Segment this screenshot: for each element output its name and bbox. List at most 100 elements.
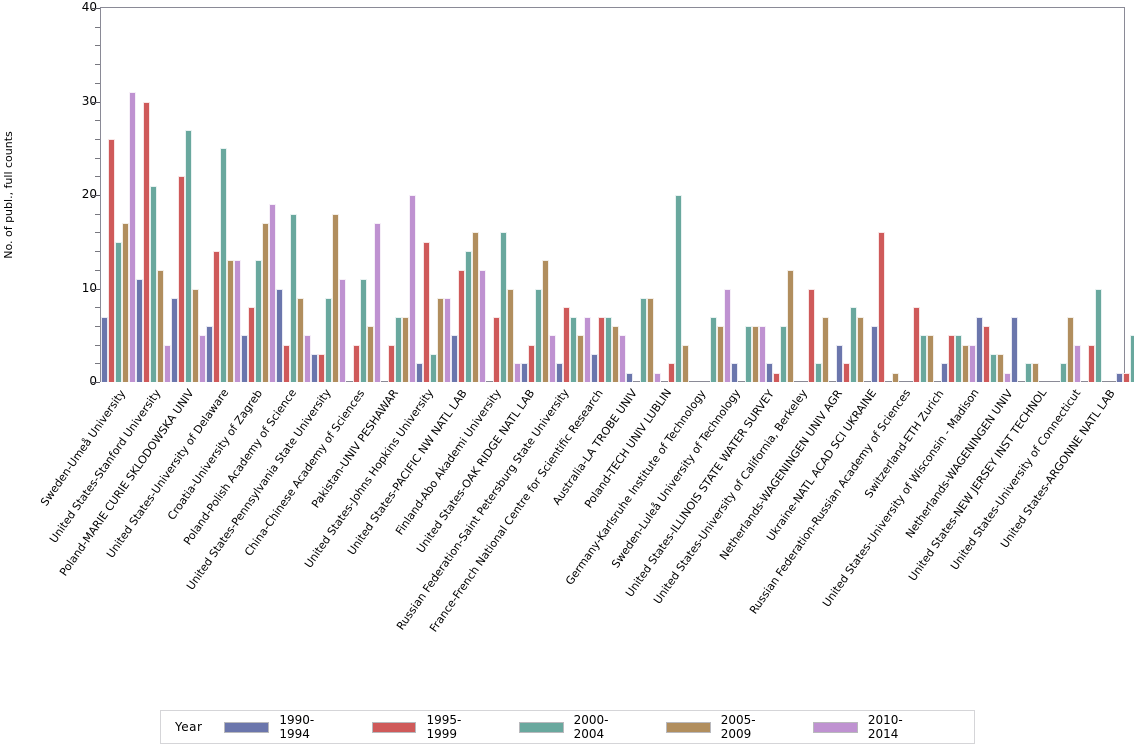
bar <box>234 260 241 382</box>
bar <box>731 363 738 382</box>
legend-item[interactable]: 2010-2014 <box>812 713 924 741</box>
bar <box>206 325 213 382</box>
bar <box>724 288 731 382</box>
bar-group <box>906 8 941 382</box>
bar <box>409 195 416 382</box>
bar <box>969 344 976 382</box>
bar <box>451 335 458 382</box>
y-tick-minor-mark <box>95 307 100 309</box>
y-tick-label: 40 <box>81 0 97 14</box>
bar <box>248 307 255 382</box>
bar <box>584 316 591 382</box>
legend-item[interactable]: 2000-2004 <box>518 713 630 741</box>
bar <box>290 213 297 382</box>
bar <box>1060 363 1067 382</box>
bar <box>822 316 829 382</box>
legend-swatch <box>665 721 711 733</box>
y-tick-minor-mark <box>95 64 100 66</box>
bar <box>871 325 878 382</box>
legend: Year 1990-1994 1995-1999 2000-2004 2005-200… <box>160 710 975 744</box>
legend-item[interactable]: 1995-1999 <box>371 713 483 741</box>
bar-group <box>381 8 416 382</box>
bar <box>1025 363 1032 382</box>
bar <box>836 344 843 382</box>
bar <box>682 344 689 382</box>
bar-group <box>591 8 626 382</box>
bar <box>255 260 262 382</box>
bar <box>332 213 339 382</box>
bar-group <box>731 8 766 382</box>
bar <box>143 101 150 382</box>
bar <box>1011 316 1018 382</box>
bar <box>857 316 864 382</box>
bar <box>185 129 192 382</box>
bar-group <box>1081 8 1116 382</box>
bar <box>927 335 934 382</box>
legend-label: 1990-1994 <box>279 713 315 741</box>
bar <box>101 316 108 382</box>
legend-item[interactable]: 2005-2009 <box>665 713 777 741</box>
bar <box>388 344 395 382</box>
bar <box>976 316 983 382</box>
bar-group <box>521 8 556 382</box>
legend-label: 2010-2014 <box>867 713 903 741</box>
bar <box>710 316 717 382</box>
y-tick-mark <box>92 8 100 9</box>
y-tick-minor-mark <box>95 82 100 84</box>
bar-group <box>941 8 976 382</box>
bar <box>269 204 276 382</box>
bar <box>955 335 962 382</box>
x-axis-label: Russian Federation-Russian Academy of Sc… <box>746 386 914 617</box>
bar <box>745 325 752 382</box>
bar <box>157 269 164 382</box>
bar-group <box>276 8 311 382</box>
bar-groups-container <box>101 8 1134 382</box>
bar <box>997 353 1004 382</box>
bar <box>472 232 479 382</box>
y-tick-minor-mark <box>95 176 100 178</box>
bar <box>752 325 759 382</box>
bar <box>1088 344 1095 382</box>
bar <box>1067 316 1074 382</box>
legend-label: 2000-2004 <box>573 713 609 741</box>
bar <box>766 363 773 382</box>
bar <box>1074 344 1081 382</box>
bar <box>521 363 528 382</box>
bar <box>1032 363 1039 382</box>
legend-item[interactable]: 1990-1994 <box>224 713 335 741</box>
y-tick-minor-mark <box>95 26 100 28</box>
y-tick-label: 30 <box>81 93 97 108</box>
bar <box>1123 372 1130 382</box>
legend-swatch <box>812 721 858 733</box>
y-tick-minor-mark <box>95 269 100 271</box>
bar-group <box>311 8 346 382</box>
bar <box>570 316 577 382</box>
bar <box>647 297 654 382</box>
bar <box>549 335 556 382</box>
bar <box>367 325 374 382</box>
bar <box>717 325 724 382</box>
y-tick-minor-mark <box>95 45 100 47</box>
bar <box>1095 288 1102 382</box>
bar-group <box>171 8 206 382</box>
bar <box>241 335 248 382</box>
bar <box>913 307 920 382</box>
bar <box>339 279 346 382</box>
bar <box>843 363 850 382</box>
bar <box>171 297 178 382</box>
bar <box>542 260 549 382</box>
bar-group <box>206 8 241 382</box>
bar <box>136 279 143 382</box>
bar <box>612 325 619 382</box>
bar <box>598 316 605 382</box>
bar <box>892 372 899 382</box>
bar <box>150 185 157 382</box>
y-axis-title: No. of publ., full counts <box>2 131 15 259</box>
bar <box>479 269 486 382</box>
bar <box>654 372 661 382</box>
bar <box>374 223 381 382</box>
bar <box>353 344 360 382</box>
bar <box>227 260 234 382</box>
y-tick-label: 20 <box>81 187 97 201</box>
